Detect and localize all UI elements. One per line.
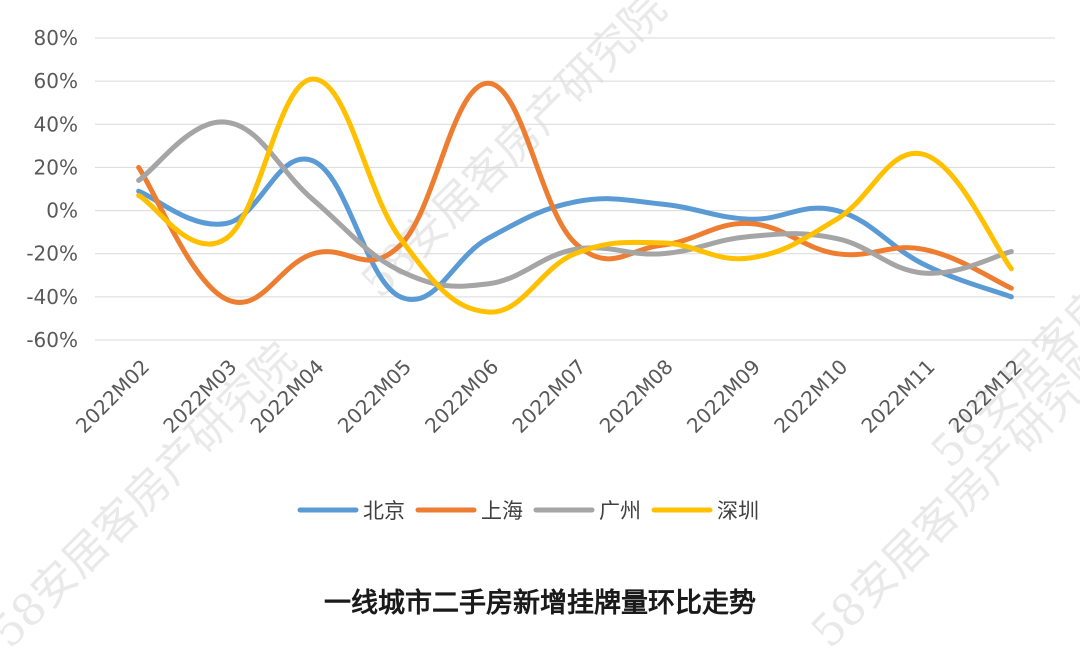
y-axis-ticks: 80% 60% 40% 20% 0% -20% -40% -60%	[26, 26, 78, 352]
y-tick-label: 40%	[34, 112, 78, 136]
x-tick-label: 2022M08	[595, 355, 678, 438]
series-line-3	[136, 76, 1014, 315]
watermark-text-1: 58安居客房产研究院	[352, 0, 677, 308]
x-tick-label: 2022M10	[769, 355, 852, 438]
series-line-2	[136, 119, 1014, 289]
legend-label: 深圳	[717, 499, 759, 523]
legend-label: 北京	[363, 499, 405, 523]
y-tick-label: -40%	[26, 285, 78, 309]
y-tick-label: 80%	[34, 26, 78, 50]
series-lines	[136, 76, 1014, 315]
y-tick-label: 0%	[46, 199, 78, 223]
y-tick-label: -20%	[26, 242, 78, 266]
series-line-1	[136, 80, 1014, 305]
y-tick-label: 20%	[34, 155, 78, 179]
y-tick-label: -60%	[26, 328, 78, 352]
x-tick-label: 2022M07	[507, 355, 590, 438]
y-tick-label: 60%	[34, 69, 78, 93]
x-tick-label: 2022M11	[856, 355, 939, 438]
chart-title: 一线城市二手房新增挂牌量环比走势	[324, 587, 756, 619]
legend-label: 上海	[481, 499, 523, 523]
legend: 北京 上海 广州 深圳	[297, 499, 759, 523]
x-tick-label: 2022M09	[682, 355, 765, 438]
x-tick-label: 2022M06	[420, 355, 503, 438]
x-tick-label: 2022M05	[333, 355, 416, 438]
gridlines	[95, 37, 1055, 341]
legend-label: 广州	[599, 499, 641, 523]
series-line-0	[136, 156, 1014, 302]
x-tick-label: 2022M02	[71, 355, 154, 438]
watermark-text-2: 58安居客房产研究院	[0, 333, 306, 648]
